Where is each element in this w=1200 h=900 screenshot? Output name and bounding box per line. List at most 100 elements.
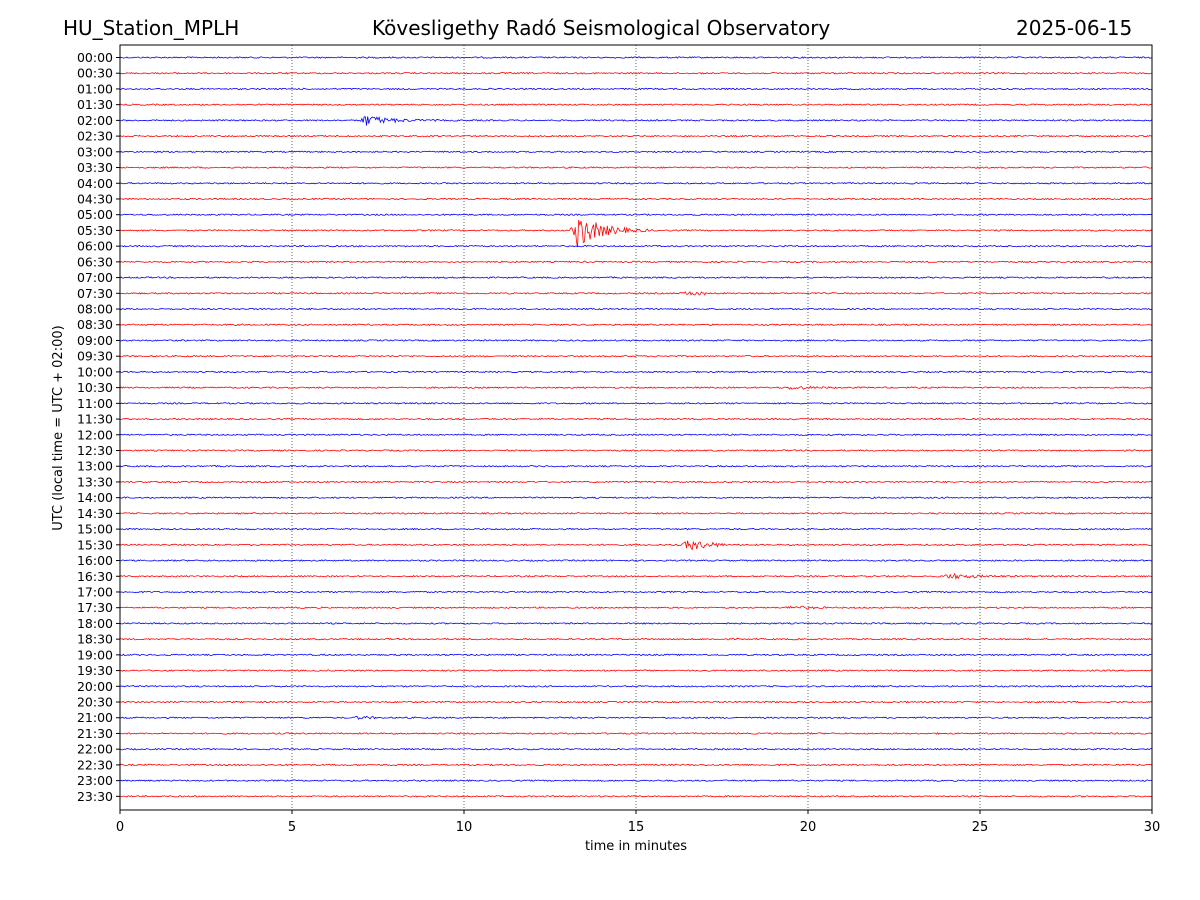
- y-tick-label: 16:00: [77, 553, 113, 568]
- trace-1700: [119, 590, 1153, 594]
- trace-1400: [119, 496, 1153, 499]
- trace-1900: [119, 653, 1153, 657]
- y-tick-label: 14:00: [77, 490, 113, 505]
- trace-1630: [119, 572, 1153, 581]
- y-tick-label: 16:30: [77, 569, 113, 584]
- trace-1730: [119, 605, 1153, 610]
- y-tick-label: 01:30: [77, 97, 113, 112]
- trace-0200: [119, 116, 1153, 126]
- y-tick-label: 04:30: [77, 191, 113, 206]
- trace-2300: [119, 779, 1153, 782]
- y-tick-label: 10:30: [77, 380, 113, 395]
- trace-2330: [119, 795, 1153, 798]
- trace-2130: [119, 732, 1153, 735]
- y-tick-label: 12:30: [77, 443, 113, 458]
- trace-2000: [119, 685, 1153, 688]
- y-tick-label: 02:00: [77, 113, 113, 128]
- x-axis-label: time in minutes: [585, 839, 687, 854]
- y-tick-label: 13:30: [77, 474, 113, 489]
- trace-0530: [119, 219, 1153, 248]
- y-tick-label: 23:30: [77, 789, 113, 804]
- observatory-title: Kövesligethy Radó Seismological Observat…: [372, 16, 831, 40]
- y-tick-label: 09:30: [77, 349, 113, 364]
- y-tick-label: 19:30: [77, 663, 113, 678]
- x-axis-ticks: 0 5 10 15 20 25 30: [116, 810, 1160, 835]
- trace-0630: [119, 260, 1153, 264]
- trace-0300: [119, 150, 1153, 154]
- y-tick-label: 18:00: [77, 616, 113, 631]
- grid-lines: [291, 45, 981, 810]
- y-tick-label: 11:30: [77, 412, 113, 427]
- y-tick-label: 08:30: [77, 317, 113, 332]
- y-tick-label: 07:30: [77, 286, 113, 301]
- x-tick-label: 20: [800, 820, 817, 835]
- trace-2030: [119, 700, 1153, 704]
- y-tick-label: 23:00: [77, 773, 113, 788]
- y-tick-label: 15:00: [77, 522, 113, 537]
- y-tick-label: 08:00: [77, 302, 113, 317]
- y-tick-label: 17:30: [77, 600, 113, 615]
- y-tick-label: 00:00: [77, 50, 113, 65]
- trace-1300: [119, 464, 1153, 468]
- trace-0130: [119, 103, 1153, 106]
- y-tick-label: 01:00: [77, 81, 113, 96]
- trace-1430: [119, 512, 1153, 515]
- trace-1930: [119, 669, 1153, 672]
- trace-0500: [119, 213, 1153, 216]
- trace-0430: [119, 197, 1153, 201]
- trace-0830: [119, 323, 1153, 327]
- trace-0100: [119, 87, 1153, 91]
- trace-0600: [119, 244, 1153, 248]
- record-date: 2025-06-15: [1016, 16, 1133, 40]
- trace-0900: [119, 339, 1153, 342]
- y-tick-label: 10:00: [77, 364, 113, 379]
- y-tick-label: 05:30: [77, 223, 113, 238]
- trace-1530: [119, 540, 1153, 551]
- trace-0700: [119, 276, 1153, 279]
- y-tick-label: 09:00: [77, 333, 113, 348]
- y-tick-label: 18:30: [77, 632, 113, 647]
- trace-1100: [119, 402, 1153, 405]
- x-tick-label: 15: [628, 820, 645, 835]
- trace-1330: [119, 480, 1153, 484]
- trace-0730: [119, 291, 1153, 296]
- y-tick-label: 05:00: [77, 207, 113, 222]
- trace-2100: [119, 715, 1153, 720]
- seismic-traces: [119, 56, 1153, 798]
- trace-1130: [119, 417, 1153, 421]
- y-tick-label: 14:30: [77, 506, 113, 521]
- y-tick-label: 17:00: [77, 584, 113, 599]
- y-tick-label: 15:30: [77, 537, 113, 552]
- y-tick-label: 21:00: [77, 710, 113, 725]
- trace-0400: [119, 181, 1153, 185]
- trace-0930: [119, 354, 1153, 358]
- trace-1200: [119, 433, 1153, 437]
- station-name: HU_Station_MPLH: [63, 16, 240, 40]
- y-tick-label: 19:00: [77, 647, 113, 662]
- y-tick-label: 20:30: [77, 695, 113, 710]
- x-tick-label: 0: [116, 820, 124, 835]
- trace-0330: [119, 166, 1153, 169]
- y-tick-label: 02:30: [77, 129, 113, 144]
- x-tick-label: 5: [288, 820, 296, 835]
- x-tick-label: 30: [1144, 820, 1161, 835]
- trace-1000: [119, 370, 1153, 374]
- y-tick-label: 22:30: [77, 757, 113, 772]
- y-tick-label: 00:30: [77, 66, 113, 81]
- y-tick-label: 06:30: [77, 254, 113, 269]
- y-tick-label: 04:00: [77, 176, 113, 191]
- y-tick-label: 22:00: [77, 742, 113, 757]
- y-tick-label: 03:00: [77, 144, 113, 159]
- trace-0000: [119, 56, 1153, 59]
- y-tick-label: 13:00: [77, 459, 113, 474]
- trace-1030: [119, 385, 1153, 390]
- y-tick-label: 12:00: [77, 427, 113, 442]
- y-tick-label: 21:30: [77, 726, 113, 741]
- trace-0030: [119, 71, 1153, 75]
- trace-0800: [119, 307, 1153, 311]
- y-axis-ticks: 00:0000:3001:0001:3002:0002:3003:0003:30…: [77, 50, 120, 804]
- y-tick-label: 06:00: [77, 239, 113, 254]
- y-tick-label: 03:30: [77, 160, 113, 175]
- trace-1600: [119, 559, 1153, 562]
